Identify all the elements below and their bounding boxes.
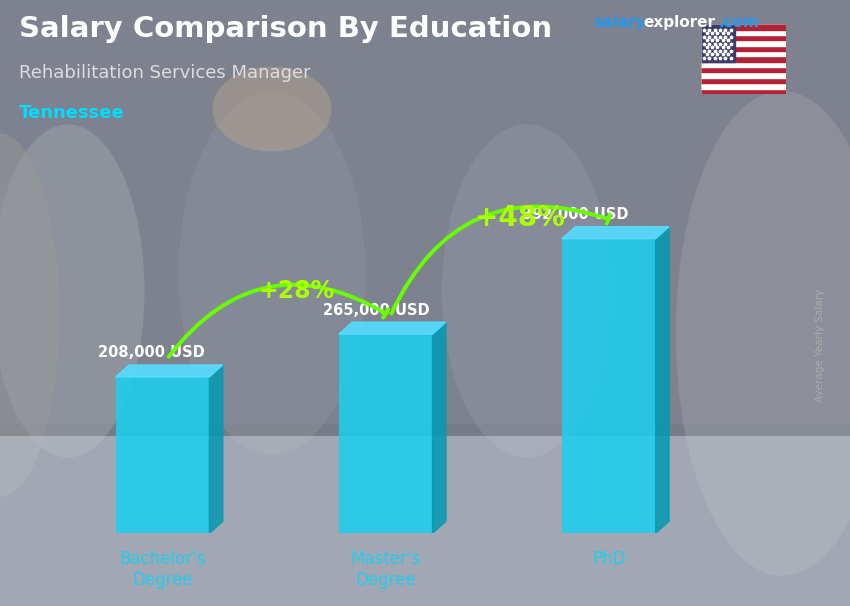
Polygon shape bbox=[339, 322, 446, 334]
Ellipse shape bbox=[178, 91, 366, 454]
Bar bbox=[701, 78, 786, 83]
Bar bbox=[339, 334, 433, 533]
Text: 265,000 USD: 265,000 USD bbox=[324, 302, 430, 318]
Bar bbox=[701, 51, 786, 56]
Bar bbox=[0, 424, 850, 606]
Bar bbox=[701, 67, 786, 73]
Ellipse shape bbox=[676, 91, 850, 576]
Bar bbox=[701, 83, 786, 88]
Text: Salary Comparison By Education: Salary Comparison By Education bbox=[19, 15, 552, 43]
Text: Tennessee: Tennessee bbox=[19, 104, 124, 122]
Bar bbox=[701, 62, 786, 67]
Polygon shape bbox=[209, 365, 223, 533]
Ellipse shape bbox=[442, 124, 612, 458]
Ellipse shape bbox=[0, 124, 144, 458]
Bar bbox=[701, 24, 786, 30]
Polygon shape bbox=[562, 227, 669, 239]
Text: explorer: explorer bbox=[643, 15, 716, 30]
Bar bbox=[701, 41, 786, 45]
Text: +28%: +28% bbox=[258, 279, 335, 302]
Text: 208,000 USD: 208,000 USD bbox=[98, 345, 205, 361]
Polygon shape bbox=[433, 322, 446, 533]
Bar bbox=[116, 377, 209, 533]
Bar bbox=[0, 0, 850, 424]
Polygon shape bbox=[116, 365, 223, 377]
Text: salary: salary bbox=[593, 15, 646, 30]
Circle shape bbox=[212, 67, 332, 152]
Text: 392,000 USD: 392,000 USD bbox=[522, 207, 629, 222]
Polygon shape bbox=[655, 227, 669, 533]
Bar bbox=[701, 56, 786, 62]
Bar bbox=[0, 436, 850, 606]
Ellipse shape bbox=[0, 133, 60, 497]
Text: Average Yearly Salary: Average Yearly Salary bbox=[815, 289, 825, 402]
Bar bbox=[701, 88, 786, 94]
Bar bbox=[701, 30, 786, 35]
Text: .com: .com bbox=[718, 15, 759, 30]
Bar bbox=[701, 45, 786, 51]
Text: Rehabilitation Services Manager: Rehabilitation Services Manager bbox=[19, 64, 310, 82]
Bar bbox=[562, 239, 655, 533]
Text: +48%: +48% bbox=[474, 204, 564, 231]
Bar bbox=[701, 24, 735, 62]
Bar bbox=[701, 73, 786, 78]
Bar bbox=[701, 35, 786, 41]
